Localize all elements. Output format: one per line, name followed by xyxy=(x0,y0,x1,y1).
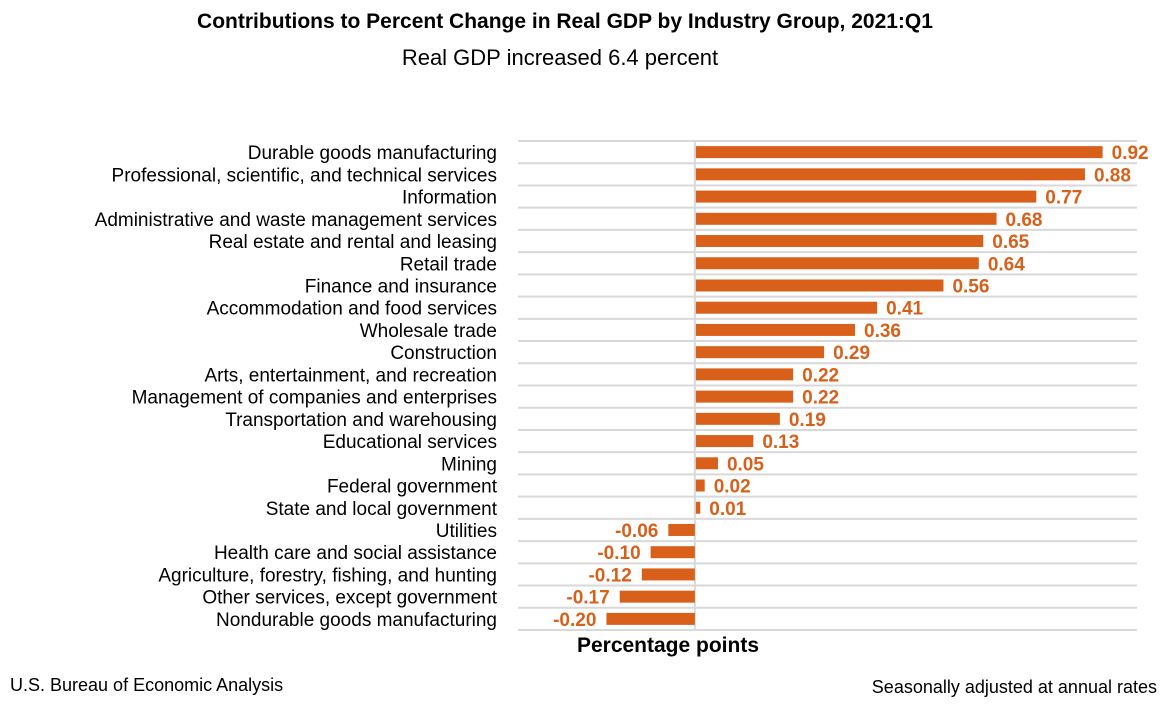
category-label: State and local government xyxy=(266,499,498,520)
data-label: 0.22 xyxy=(802,365,839,386)
bar xyxy=(695,190,1037,203)
bar xyxy=(695,212,997,225)
data-label: 0.77 xyxy=(1045,188,1082,209)
chart-subtitle: Real GDP increased 6.4 percent xyxy=(401,45,719,70)
data-label: 0.29 xyxy=(833,343,870,364)
category-label: Health care and social assistance xyxy=(214,543,497,564)
data-label: -0.10 xyxy=(597,543,640,564)
bar xyxy=(695,168,1085,181)
data-label: 0.65 xyxy=(992,232,1029,253)
chart-title: Contributions to Percent Change in Real … xyxy=(197,10,933,33)
bar xyxy=(695,323,856,336)
data-label: 0.02 xyxy=(714,477,751,498)
data-label: 0.19 xyxy=(789,410,826,431)
category-label: Other services, except government xyxy=(202,588,497,609)
category-label: Management of companies and enterprises xyxy=(132,388,497,409)
source-note: U.S. Bureau of Economic Analysis xyxy=(10,675,284,695)
bar xyxy=(695,457,718,470)
data-label: 0.64 xyxy=(988,254,1025,275)
bar xyxy=(695,235,984,248)
bar xyxy=(695,257,979,270)
bar xyxy=(695,301,878,314)
bar xyxy=(695,346,825,359)
category-label: Construction xyxy=(390,343,497,364)
bar xyxy=(695,435,754,448)
category-label: Mining xyxy=(441,454,497,475)
adjustment-note: Seasonally adjusted at annual rates xyxy=(871,677,1157,697)
bar xyxy=(668,523,695,536)
bar xyxy=(695,368,794,381)
data-label: -0.17 xyxy=(566,588,609,609)
bar xyxy=(619,590,695,603)
data-label: 0.13 xyxy=(762,432,799,453)
category-label: Federal government xyxy=(327,477,498,498)
category-label: Durable goods manufacturing xyxy=(248,143,497,164)
bar xyxy=(695,279,944,292)
bar xyxy=(650,546,695,559)
data-label: 0.41 xyxy=(886,299,923,320)
data-label: -0.06 xyxy=(615,521,658,542)
category-label: Agriculture, forestry, fishing, and hunt… xyxy=(158,565,497,586)
data-label: 0.22 xyxy=(802,388,839,409)
bar xyxy=(695,146,1103,159)
x-axis-label: Percentage points xyxy=(577,634,759,657)
category-label: Administrative and waste management serv… xyxy=(95,210,497,231)
bar xyxy=(695,412,780,425)
bar xyxy=(606,612,695,625)
data-label: 0.05 xyxy=(727,454,764,475)
bar xyxy=(641,568,695,581)
category-label: Utilities xyxy=(436,521,497,542)
data-label: -0.12 xyxy=(588,565,631,586)
category-label: Nondurable goods manufacturing xyxy=(216,610,497,631)
bar xyxy=(695,479,705,492)
bar xyxy=(695,390,794,403)
data-label: 0.56 xyxy=(952,276,989,297)
data-label: 0.68 xyxy=(1006,210,1043,231)
category-label: Arts, entertainment, and recreation xyxy=(204,365,497,386)
category-label: Professional, scientific, and technical … xyxy=(112,165,497,186)
data-label: 0.92 xyxy=(1112,143,1149,164)
category-label: Finance and insurance xyxy=(305,276,497,297)
category-label: Wholesale trade xyxy=(360,321,497,342)
data-label: 0.88 xyxy=(1094,165,1131,186)
category-label: Transportation and warehousing xyxy=(225,410,497,431)
bar xyxy=(695,501,701,514)
data-label: -0.20 xyxy=(553,610,596,631)
category-label: Retail trade xyxy=(400,254,497,275)
data-label: 0.01 xyxy=(709,499,746,520)
data-label: 0.36 xyxy=(864,321,901,342)
category-label: Educational services xyxy=(323,432,497,453)
category-label: Accommodation and food services xyxy=(207,299,497,320)
category-label: Real estate and rental and leasing xyxy=(209,232,497,253)
category-label: Information xyxy=(402,188,497,209)
